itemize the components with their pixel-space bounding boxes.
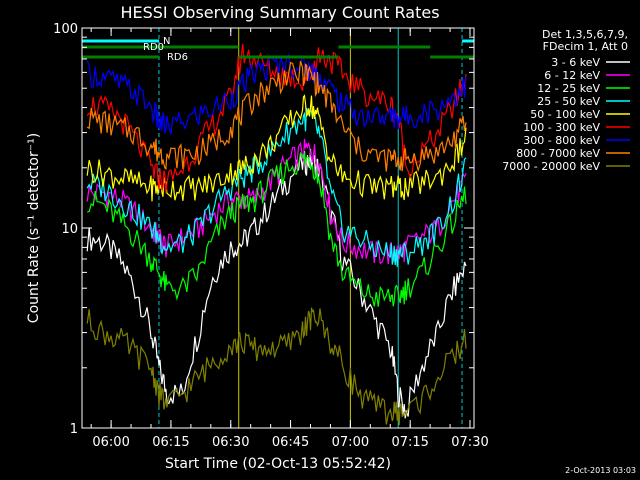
legend-label: 25 - 50 keV <box>537 95 600 108</box>
x-tick-label: 07:00 <box>332 435 369 450</box>
legend-label: 12 - 25 keV <box>537 82 600 95</box>
legend-label: 6 - 12 keV <box>544 69 600 82</box>
legend-header: Det 1,3,5,6,7,9, <box>542 28 628 41</box>
y-axis: 1 10 100 <box>53 22 474 437</box>
x-tick-label: 06:15 <box>152 435 189 450</box>
series-line-8 <box>86 307 467 426</box>
legend: Det 1,3,5,6,7,9,FDecim 1, Att 0 3 - 6 keV… <box>502 28 630 173</box>
x-axis-label: Start Time (02-Oct-13 05:52:42) <box>165 456 391 472</box>
footer-timestamp: 2-Oct-2013 03:03 <box>565 466 636 475</box>
legend-label: 7000 - 20000 keV <box>502 160 600 173</box>
legend-label: 800 - 7000 keV <box>516 147 600 160</box>
series-line-7 <box>86 60 467 173</box>
y-axis-label: Count Rate (s⁻¹ detector⁻¹) <box>26 133 42 323</box>
x-tick-label: 07:15 <box>391 435 428 450</box>
x-tick-label: 06:45 <box>272 435 309 450</box>
chart-title: HESSI Observing Summary Count Rates <box>120 3 439 22</box>
annotation-n: N <box>163 36 170 47</box>
annotation-rd6: RD6 <box>167 52 188 63</box>
y-tick-label: 10 <box>61 222 78 237</box>
x-tick-label: 07:30 <box>451 435 488 450</box>
series-line-3 <box>86 107 467 267</box>
legend-label: 3 - 6 keV <box>551 56 600 69</box>
y-tick-label: 1 <box>70 422 78 437</box>
x-tick-label: 06:30 <box>212 435 249 450</box>
y-tick-label: 100 <box>53 22 78 37</box>
annotation-rd0: RD0 <box>143 42 164 53</box>
legend-label: 50 - 100 keV <box>530 108 600 121</box>
series-line-4 <box>86 94 467 202</box>
series-line-5 <box>86 43 467 194</box>
x-axis: 06:00 06:15 06:30 06:45 07:00 07:15 07:30 <box>90 28 489 450</box>
series-line-2 <box>87 151 467 307</box>
legend-label: 100 - 300 keV <box>523 121 600 134</box>
legend-label: 300 - 800 keV <box>523 134 600 147</box>
series-line-0 <box>86 148 467 419</box>
legend-header: FDecim 1, Att 0 <box>543 40 628 53</box>
x-tick-label: 06:00 <box>92 435 129 450</box>
